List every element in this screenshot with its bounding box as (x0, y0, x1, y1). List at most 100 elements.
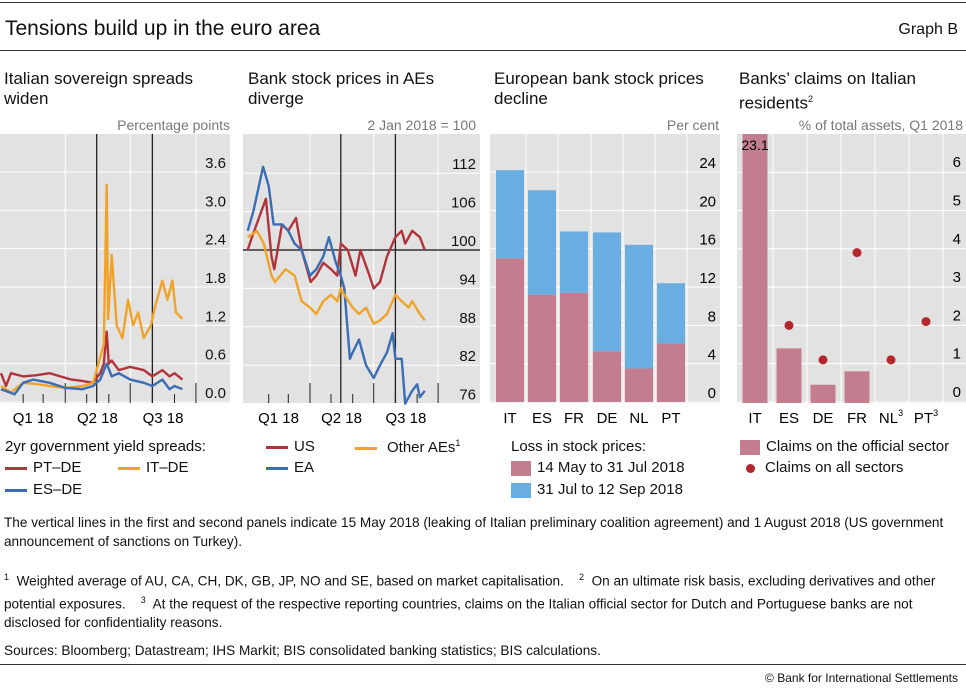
bar-pt (657, 283, 685, 344)
dot-nl (886, 355, 896, 365)
footnote-mark: 3 (933, 408, 938, 418)
bar-de (593, 232, 621, 352)
x-tick-label: ES (779, 410, 799, 427)
y-tick-label: 2 (953, 307, 961, 324)
legend-label: IT–DE (146, 459, 189, 476)
footer-rule (0, 664, 966, 665)
legend-swatch (355, 446, 377, 450)
x-tick-label: Q1 18 (258, 410, 299, 427)
footnote-mark: 1 (455, 438, 461, 448)
y-tick-label: 24 (699, 155, 716, 172)
footnote-2: On an ultimate risk basis, excluding der… (4, 573, 936, 612)
bar-it (496, 258, 524, 402)
series-line-us (246, 197, 426, 290)
panel4-title-text: Banks’ claims on Italian residents (739, 69, 917, 113)
series-line-es-de (0, 362, 183, 396)
y-tick-label: 88 (459, 310, 476, 327)
y-tick-label: 12 (699, 270, 716, 287)
plot-background (243, 134, 480, 403)
legend-swatch (266, 445, 288, 449)
y-tick-label: 16 (699, 232, 716, 249)
series-line-ea (246, 165, 426, 405)
y-tick-label: 94 (459, 271, 476, 288)
y-tick-label: 0.6 (205, 347, 226, 364)
series-line-other-aes (247, 229, 426, 325)
y-tick-label: 3 (953, 269, 961, 286)
x-tick-label: IT (503, 410, 516, 427)
y-tick-label: 4 (708, 347, 716, 364)
legend-label: ES–DE (33, 481, 83, 498)
y-tick-label: 6 (953, 154, 961, 171)
dot-fr (852, 248, 862, 258)
y-tick-label: 8 (708, 308, 716, 325)
x-tick-label: Q2 18 (321, 410, 362, 427)
panel1-chart: 0.0 0.6 1.2 1.8 2.4 3.0 3.6 Q1 18 Q2 18 Q3 18 (0, 134, 230, 427)
legend-item-may-jul: 14 May to 31 Jul 2018 (511, 459, 685, 476)
legend-swatch (511, 460, 531, 476)
legend-label: EA (294, 459, 315, 476)
y-tick-label: 3.6 (205, 155, 226, 172)
panel4-unit: % of total assets, Q1 2018 (798, 117, 963, 133)
dot-es (784, 320, 794, 330)
graph-label: Graph B (898, 21, 958, 38)
legend-item-ea: EA (266, 459, 314, 476)
panel2-title: Bank stock prices in AEs diverge (248, 69, 435, 108)
bar-nl (625, 244, 653, 369)
legend-label: Claims on the official sector (766, 438, 950, 455)
x-tick-label: DE (813, 410, 834, 427)
footnote-mark: 2 (578, 572, 584, 582)
y-tick-label: 1.8 (205, 270, 226, 287)
x-tick-label: DE (597, 410, 618, 427)
bar-pt (657, 343, 685, 402)
x-tick-label: Q3 18 (143, 410, 184, 427)
graph-title: Tensions build up in the euro area (5, 17, 321, 40)
bar-it (496, 170, 524, 259)
bar-fr (844, 371, 870, 403)
panel3-title: European bank stock prices decline (494, 69, 704, 108)
y-tick-label: 2.4 (205, 232, 226, 249)
series-line-it-de (0, 183, 184, 394)
x-tick-label: Q3 18 (385, 410, 426, 427)
legend-swatch (5, 466, 27, 470)
x-tick-label: PT (661, 410, 680, 427)
x-tick-label: FR (847, 410, 867, 427)
panel4-title: Banks’ claims on Italian residents2 (739, 69, 959, 114)
legend-swatch (118, 466, 140, 470)
y-tick-label: 112 (452, 156, 476, 173)
legend-item-pt-de: PT–DE (5, 459, 81, 476)
footnote-mark: 2 (807, 94, 813, 104)
panel4-chart: 0 1 2 3 4 5 6 IT ES DE FR NL3 PT3 23.1 (737, 134, 966, 427)
y-tick-label: 0 (953, 384, 961, 401)
panel1-legend-title: 2yr government yield spreads: (5, 438, 206, 455)
panel3-unit: Per cent (666, 117, 719, 133)
legend-label: US (294, 438, 315, 455)
legend-swatch (5, 488, 27, 492)
legend-label: 14 May to 31 Jul 2018 (537, 459, 685, 476)
legend-swatch (740, 439, 760, 455)
bar-fr (560, 292, 588, 402)
series-line-pt-de (0, 330, 184, 388)
footnote-1: Weighted average of AU, CA, CH, DK, GB, … (16, 573, 564, 589)
y-tick-label: 0 (708, 385, 716, 402)
legend-item-es-de: ES–DE (5, 481, 82, 498)
bar-value-label: 23.1 (741, 137, 768, 153)
footnotes: 1 Weighted average of AU, CA, CH, DK, GB… (4, 568, 964, 632)
legend-item-us: US (266, 438, 315, 455)
y-tick-label: 5 (953, 193, 961, 210)
panel3-chart: 0 4 8 12 16 20 24 IT ES FR DE NL PT (490, 134, 720, 427)
plot-background (0, 134, 230, 403)
legend-item-it-de: IT–DE (118, 459, 189, 476)
x-tick-label: NL (629, 410, 648, 427)
panel3-legend-title: Loss in stock prices: (511, 438, 647, 455)
footnote-mark: 1 (4, 572, 10, 582)
legend-label: PT–DE (33, 459, 82, 476)
y-tick-label: 100 (451, 233, 476, 250)
x-tick-label: FR (564, 410, 584, 427)
footnote-mark: 3 (140, 594, 146, 605)
y-tick-label: 76 (459, 387, 476, 404)
legend-swatch (511, 482, 531, 498)
y-tick-label: 4 (953, 231, 961, 248)
footnote-mark: 3 (898, 408, 903, 418)
x-tick-label: IT (748, 410, 761, 427)
panel1-unit: Percentage points (117, 117, 230, 133)
